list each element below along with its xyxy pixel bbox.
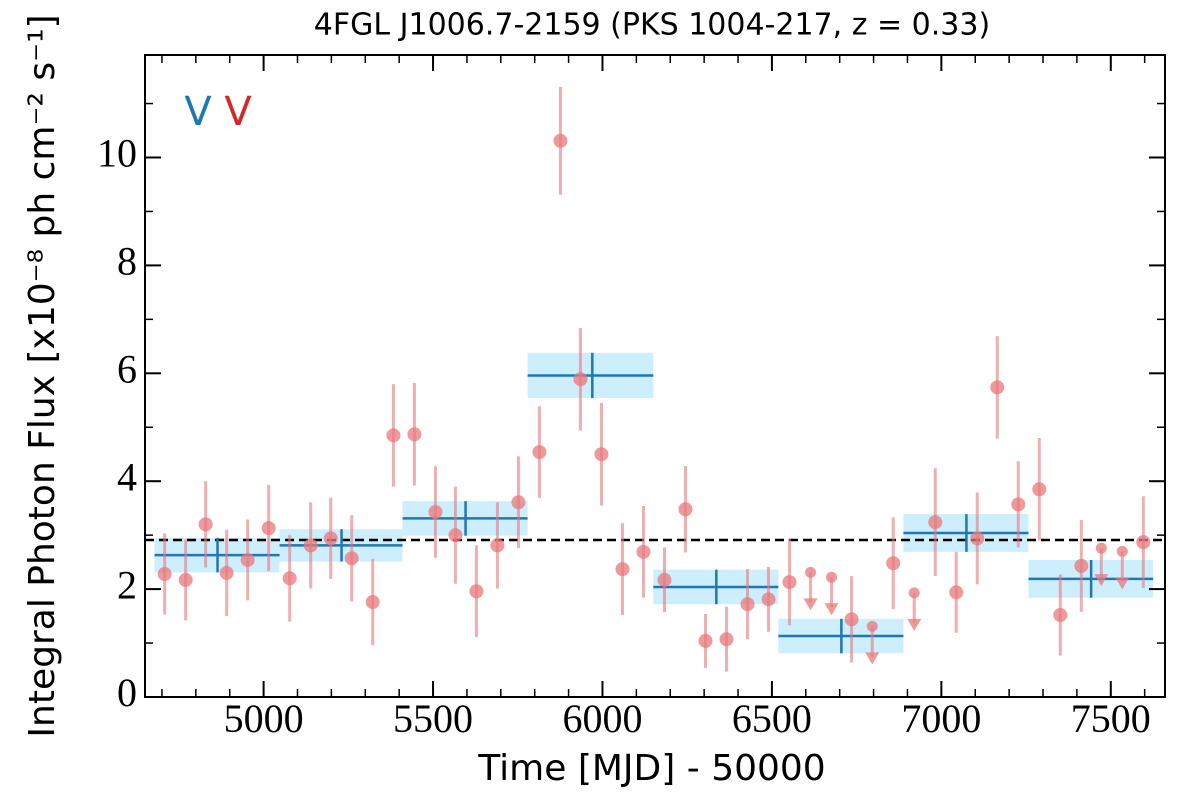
point xyxy=(1074,558,1089,573)
upper-limit xyxy=(866,620,878,632)
y-tick-label: 2 xyxy=(117,562,137,607)
point xyxy=(490,538,505,553)
point xyxy=(949,585,964,600)
point xyxy=(303,538,318,553)
point xyxy=(678,502,693,517)
x-tick-label: 5500 xyxy=(393,696,473,741)
upper-limit-arrow xyxy=(1115,577,1130,590)
point xyxy=(740,597,755,612)
point xyxy=(761,592,776,607)
x-tick-label: 7000 xyxy=(901,696,981,741)
point xyxy=(178,572,193,587)
point xyxy=(1032,482,1047,497)
upper-limit xyxy=(826,571,838,583)
upper-limit xyxy=(1116,545,1128,557)
chart-title: 4FGL J1006.7-2159 (PKS 1004-217, z = 0.3… xyxy=(314,8,990,43)
point xyxy=(282,571,297,586)
y-axis-label: Integral Photon Flux [x10⁻⁸ ph cm⁻² s⁻¹] xyxy=(22,14,63,737)
point xyxy=(573,372,588,387)
y-tick-label: 0 xyxy=(117,670,137,715)
point xyxy=(407,427,422,442)
point xyxy=(782,575,797,590)
x-tick-label: 6500 xyxy=(732,696,812,741)
point xyxy=(428,504,443,519)
point xyxy=(240,552,255,567)
upper-limit-arrow xyxy=(1094,574,1109,587)
point xyxy=(553,133,568,148)
point xyxy=(261,521,276,536)
point xyxy=(698,633,713,648)
point xyxy=(365,595,380,610)
point xyxy=(344,551,359,566)
point xyxy=(970,531,985,546)
point xyxy=(157,566,172,581)
plot-frame xyxy=(144,54,1166,698)
point xyxy=(886,556,901,571)
annotation: V xyxy=(184,89,212,135)
point xyxy=(323,531,338,546)
y-tick-label: 6 xyxy=(117,346,137,391)
upper-limit-arrow xyxy=(803,598,818,611)
point xyxy=(719,632,734,647)
upper-limit xyxy=(1095,542,1107,554)
point xyxy=(386,428,401,443)
upper-limit-arrow xyxy=(865,652,880,665)
x-tick-label: 7500 xyxy=(1071,696,1151,741)
point xyxy=(844,612,859,627)
x-tick-label: 6000 xyxy=(562,696,642,741)
point xyxy=(657,572,672,587)
x-axis-label: Time [MJD] - 50000 xyxy=(477,748,825,789)
point xyxy=(448,528,463,543)
upper-limit-arrow xyxy=(907,618,922,631)
upper-limit xyxy=(908,587,920,599)
y-tick-label: 10 xyxy=(97,131,137,176)
y-tick-label: 8 xyxy=(117,239,137,284)
point xyxy=(594,447,609,462)
point xyxy=(1011,497,1026,512)
point xyxy=(615,562,630,577)
point xyxy=(532,445,547,460)
point xyxy=(1053,607,1068,622)
point xyxy=(636,544,651,559)
point xyxy=(1136,535,1151,550)
point xyxy=(928,515,943,530)
point xyxy=(198,517,213,532)
y-tick-label: 4 xyxy=(117,454,137,499)
upper-limit xyxy=(805,566,817,578)
point xyxy=(511,495,526,510)
annotation: V xyxy=(224,89,252,135)
point xyxy=(469,584,484,599)
point xyxy=(990,380,1005,395)
upper-limit-arrow xyxy=(824,603,839,616)
x-tick-label: 5000 xyxy=(224,696,304,741)
point xyxy=(219,565,234,580)
